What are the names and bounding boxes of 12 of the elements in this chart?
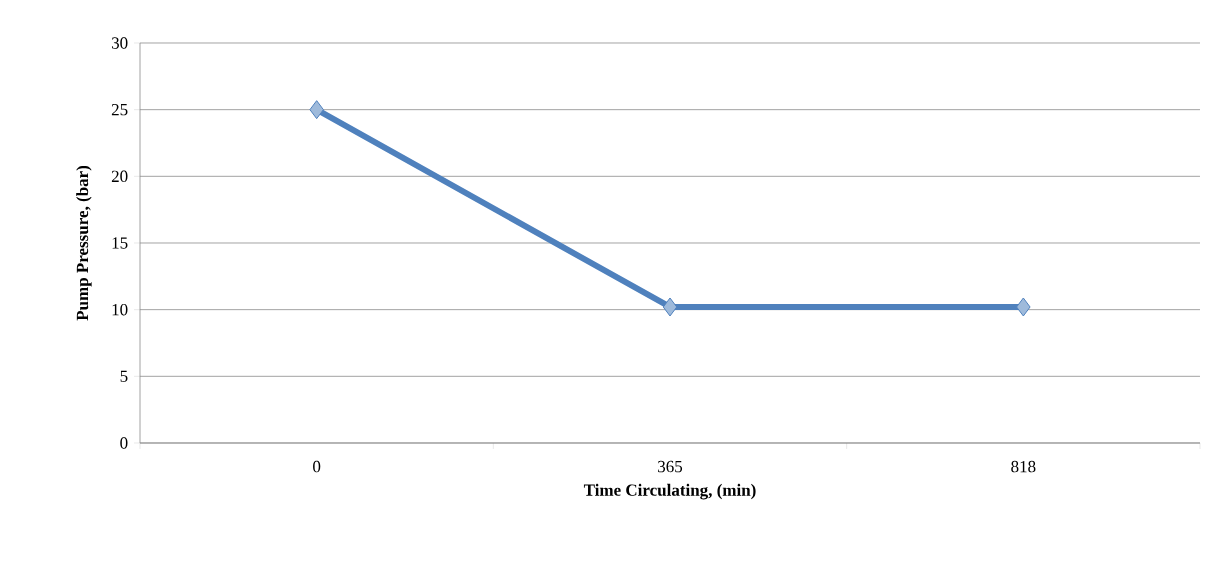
- x-tick-label: 0: [313, 460, 321, 473]
- y-tick-label: 25: [111, 103, 128, 116]
- y-tick-label: 0: [120, 437, 128, 449]
- y-tick-label: 15: [112, 237, 128, 249]
- y-tick-label: 10: [112, 303, 128, 316]
- y-tick-label: 20: [111, 170, 128, 183]
- y-tick-label: 5: [120, 370, 128, 382]
- y-tick-label: 30: [111, 37, 128, 49]
- x-axis-title: Time Circulating, (min): [583, 483, 756, 500]
- x-tick-label: 365: [658, 460, 683, 473]
- x-tick-label: 818: [1011, 460, 1036, 473]
- y-axis-title: Pump Pressure, (bar): [76, 165, 92, 321]
